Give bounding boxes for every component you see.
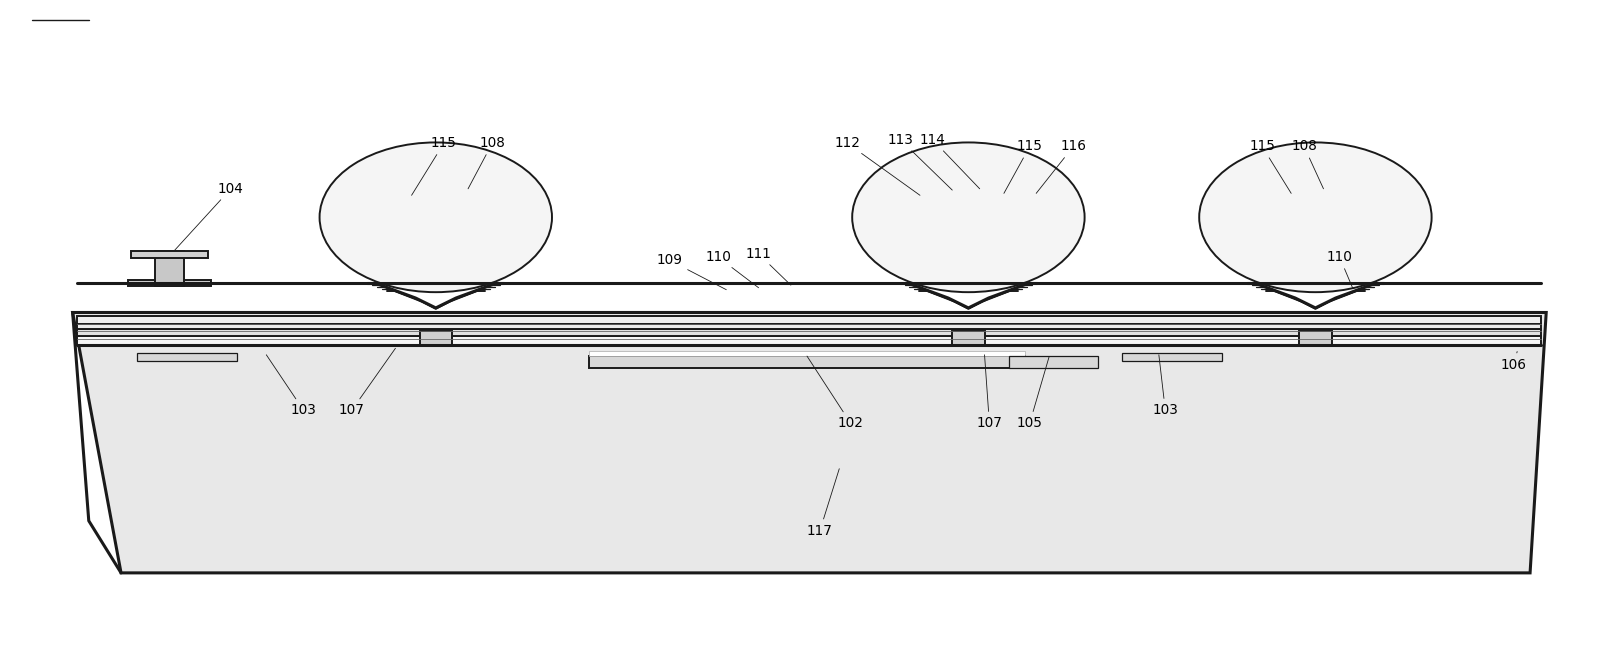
Bar: [77, 336, 1541, 345]
Text: 110: 110: [705, 250, 731, 264]
Bar: [155, 251, 184, 286]
Text: 102: 102: [838, 416, 863, 430]
Text: 105: 105: [1017, 416, 1043, 430]
Text: 115: 115: [431, 136, 457, 150]
Text: 112: 112: [834, 136, 860, 150]
Bar: [77, 329, 1541, 336]
Polygon shape: [73, 312, 1546, 573]
Text: 106: 106: [1501, 357, 1527, 372]
Text: 114: 114: [920, 133, 946, 147]
Text: 110: 110: [1327, 250, 1353, 264]
Text: 108: 108: [1291, 139, 1317, 154]
Bar: [420, 331, 452, 345]
Text: 115: 115: [1017, 139, 1043, 154]
Text: 111: 111: [746, 247, 771, 261]
Text: 109: 109: [657, 253, 683, 268]
Text: 104: 104: [218, 182, 244, 196]
Bar: [952, 331, 985, 345]
Ellipse shape: [852, 143, 1085, 292]
Text: 108: 108: [479, 136, 505, 150]
Text: 117: 117: [807, 523, 833, 538]
Bar: [589, 356, 1025, 368]
Text: 107: 107: [976, 416, 1002, 430]
Text: 113: 113: [888, 133, 914, 147]
Bar: [77, 324, 1541, 329]
Bar: [1009, 356, 1098, 368]
Bar: [77, 316, 1541, 324]
Text: 115: 115: [1249, 139, 1275, 154]
Text: 107: 107: [339, 403, 365, 417]
Bar: [1299, 331, 1332, 345]
Text: 116: 116: [1060, 139, 1086, 154]
Bar: [131, 251, 208, 258]
Bar: [589, 351, 1025, 356]
Text: 103: 103: [291, 403, 316, 417]
Ellipse shape: [1199, 143, 1432, 292]
Bar: [1122, 353, 1222, 361]
Bar: [128, 280, 211, 286]
Text: 103: 103: [1152, 403, 1178, 417]
Bar: [137, 353, 237, 361]
Ellipse shape: [320, 143, 552, 292]
